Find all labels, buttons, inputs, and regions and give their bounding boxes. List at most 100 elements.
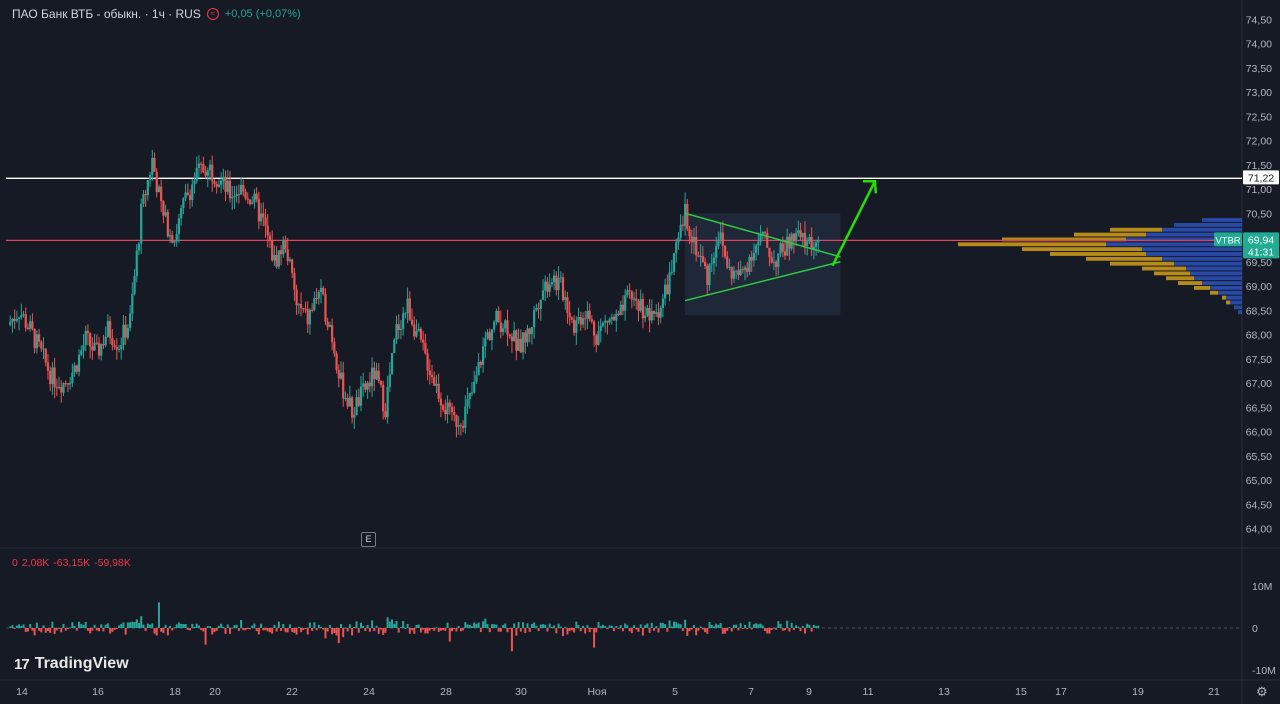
volume-bar xyxy=(195,623,198,628)
volume-bar xyxy=(466,624,469,628)
candle-body xyxy=(395,324,398,340)
candle-body xyxy=(639,299,642,311)
volume-bar xyxy=(784,628,786,631)
volume-profile-bar-blue xyxy=(1174,261,1242,266)
volume-profile-bar-blue xyxy=(1218,290,1242,295)
candle-body xyxy=(62,383,65,393)
candle-body xyxy=(208,164,212,171)
candle-body xyxy=(328,325,331,327)
candle-body xyxy=(384,411,387,418)
candle-body xyxy=(46,362,50,371)
candle-body xyxy=(417,328,420,332)
candle-body xyxy=(104,336,107,346)
volume-bar xyxy=(26,628,29,632)
volume-profile-bar-blue xyxy=(1146,232,1242,237)
level-price-badge xyxy=(1243,170,1279,185)
candle-body xyxy=(370,367,374,387)
candle-body xyxy=(408,298,411,320)
candle-body xyxy=(419,328,423,340)
volume-bar xyxy=(64,628,67,631)
candle-body xyxy=(719,232,722,240)
candle-body xyxy=(113,345,116,348)
candle-body xyxy=(692,237,696,243)
candle-body xyxy=(695,237,698,256)
volume-bar xyxy=(730,628,733,632)
volume-profile-bar-gold xyxy=(1210,290,1218,295)
volume-bar xyxy=(668,620,671,628)
candle-body xyxy=(539,299,542,309)
volume-profile-bar-gold xyxy=(1086,256,1162,261)
volume-bar xyxy=(564,626,567,628)
candle-body xyxy=(317,292,320,299)
candle-body xyxy=(22,314,25,316)
candle-body xyxy=(670,271,673,273)
tradingview-logo[interactable]: 17 TradingView xyxy=(14,655,129,673)
candle-body xyxy=(430,375,434,378)
volume-bar xyxy=(51,621,54,628)
volume-bar xyxy=(144,628,147,632)
volume-bar xyxy=(118,625,120,628)
candle-body xyxy=(710,263,713,265)
candle-body xyxy=(442,405,445,410)
candle-body xyxy=(810,237,813,250)
volume-bar xyxy=(342,628,345,638)
indicator-icon[interactable]: ≈ xyxy=(206,8,219,20)
candle-body xyxy=(235,194,238,196)
volume-bar xyxy=(164,624,167,628)
candle-body xyxy=(781,243,784,252)
volume-bar xyxy=(382,628,385,635)
volume-bar xyxy=(786,620,789,628)
candle-body xyxy=(621,304,625,311)
volume-bar xyxy=(721,628,724,634)
candle-body xyxy=(120,345,123,350)
volume-bar xyxy=(55,628,58,631)
volume-bar xyxy=(78,621,81,628)
price-axis-label: 67,50 xyxy=(1246,354,1272,366)
volume-bar xyxy=(562,628,564,637)
volume-profile-bar-gold xyxy=(1226,300,1230,305)
candle-body xyxy=(111,338,114,346)
volume-bar xyxy=(815,626,818,628)
volume-bar xyxy=(490,624,493,628)
earnings-event-badge[interactable]: E xyxy=(361,532,376,547)
volume-bar xyxy=(182,624,185,628)
volume-bar xyxy=(797,626,800,628)
symbol-title[interactable]: ПАО Банк ВТБ - обыкн. · 1ч · RUS xyxy=(12,7,201,21)
volume-bar xyxy=(346,628,349,632)
candle-body xyxy=(799,230,802,238)
volume-bar xyxy=(244,628,247,631)
volume-bar xyxy=(581,625,584,628)
candle-body xyxy=(630,291,633,300)
candle-body xyxy=(166,212,169,237)
candle-body xyxy=(288,259,292,261)
volume-bar xyxy=(155,628,158,636)
candle-body xyxy=(768,247,771,258)
candle-body xyxy=(357,397,360,406)
price-axis-label: 64,00 xyxy=(1246,524,1272,536)
candle-body xyxy=(775,261,778,267)
volume-axis-label: 10M xyxy=(1252,581,1272,593)
time-axis-label: 14 xyxy=(16,686,28,698)
time-axis-label: 13 xyxy=(938,686,950,698)
volume-bar xyxy=(153,628,156,634)
gear-icon[interactable]: ⚙ xyxy=(1256,684,1268,699)
candle-body xyxy=(546,281,549,292)
candle-body xyxy=(444,409,447,415)
candle-body xyxy=(595,335,598,345)
price-axis-label: 73,00 xyxy=(1246,87,1272,99)
volume-bar xyxy=(217,625,220,628)
candle-body xyxy=(779,243,782,254)
volume-bar xyxy=(257,628,260,635)
volume-profile-bar-gold xyxy=(1110,261,1174,266)
candle-body xyxy=(244,191,247,199)
volume-bar xyxy=(506,628,509,633)
volume-value-0: 0 xyxy=(12,557,18,569)
candle-body xyxy=(122,324,125,346)
volume-bar xyxy=(448,628,451,642)
candle-body xyxy=(168,235,172,237)
candle-body xyxy=(64,383,67,385)
volume-bar xyxy=(71,622,74,628)
volume-bar xyxy=(795,625,798,628)
time-axis-label: 9 xyxy=(806,686,812,698)
